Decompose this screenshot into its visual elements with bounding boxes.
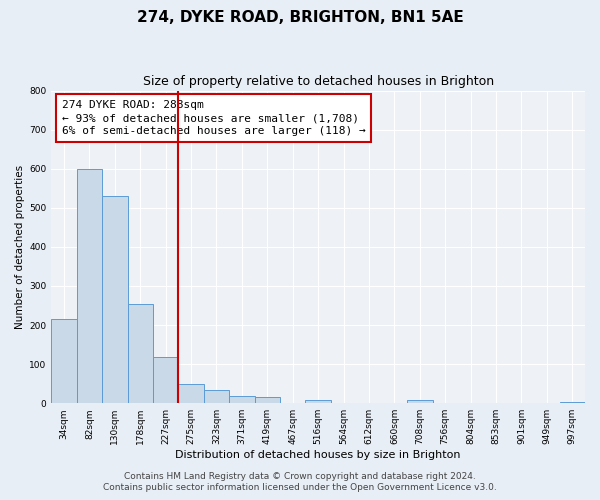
- Bar: [254, 398, 280, 403]
- Y-axis label: Number of detached properties: Number of detached properties: [15, 165, 25, 329]
- Text: 274 DYKE ROAD: 288sqm
← 93% of detached houses are smaller (1,708)
6% of semi-de: 274 DYKE ROAD: 288sqm ← 93% of detached …: [62, 100, 366, 136]
- Bar: [178, 384, 204, 403]
- Bar: [128, 304, 153, 403]
- Bar: [77, 168, 102, 403]
- Bar: [102, 196, 128, 403]
- Bar: [305, 400, 331, 403]
- Bar: [204, 390, 229, 403]
- Bar: [229, 396, 254, 403]
- Text: Contains HM Land Registry data © Crown copyright and database right 2024.
Contai: Contains HM Land Registry data © Crown c…: [103, 472, 497, 492]
- Bar: [153, 357, 178, 403]
- Text: 274, DYKE ROAD, BRIGHTON, BN1 5AE: 274, DYKE ROAD, BRIGHTON, BN1 5AE: [137, 10, 463, 25]
- Bar: [51, 319, 77, 403]
- Title: Size of property relative to detached houses in Brighton: Size of property relative to detached ho…: [143, 75, 494, 88]
- Bar: [407, 400, 433, 403]
- Bar: [560, 402, 585, 403]
- X-axis label: Distribution of detached houses by size in Brighton: Distribution of detached houses by size …: [175, 450, 461, 460]
